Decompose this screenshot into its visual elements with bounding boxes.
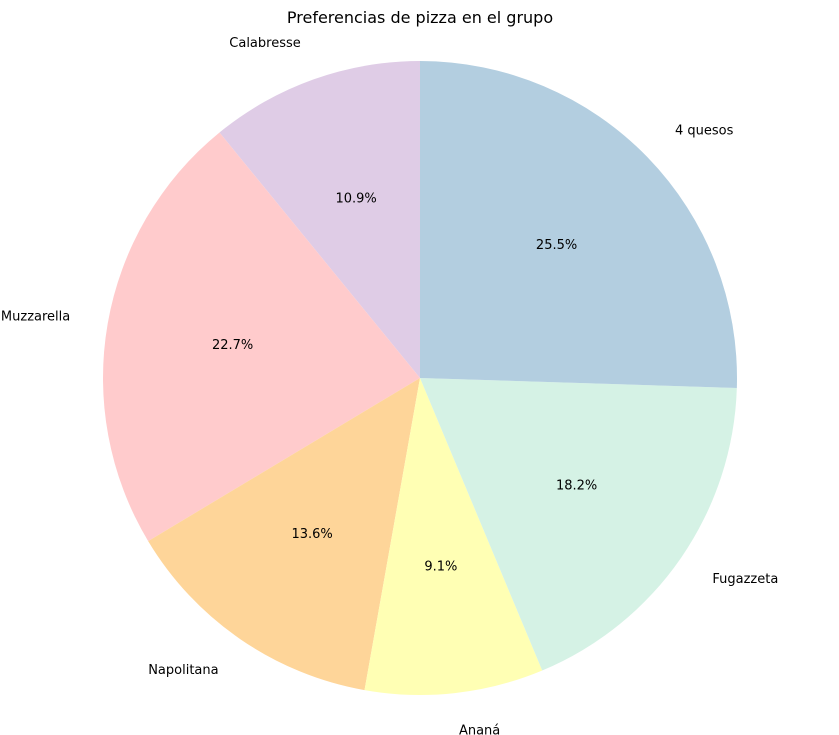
slice-label-calabresse: Calabresse [229, 36, 300, 51]
pie-slice-4-quesos [420, 61, 737, 388]
slice-percent-napolitana: 13.6% [291, 527, 332, 542]
pie-slices [102, 61, 737, 696]
slice-percent-muzzarella: 22.7% [212, 338, 253, 353]
pie-labels: Calabresse 10.9% Muzzarella 22.7% Napolitana… [1, 36, 778, 735]
slice-percent-anana: 9.1% [424, 560, 457, 575]
pie-slice-fugazzeta [420, 378, 737, 671]
pie-slice-napolitana [148, 378, 420, 691]
pie-slice-anana [364, 378, 543, 696]
slice-label-fugazzeta: Fugazzeta [712, 572, 778, 587]
pie-slice-muzzarella [102, 132, 421, 542]
slice-label-anana: Ananá [459, 723, 500, 735]
slice-percent-calabresse: 10.9% [335, 191, 376, 206]
slice-label-napolitana: Napolitana [148, 663, 218, 678]
slice-percent-4-quesos: 25.5% [536, 238, 577, 253]
slice-label-muzzarella: Muzzarella [1, 309, 70, 324]
pie-slice-calabresse [219, 61, 420, 378]
slice-percent-fugazzeta: 18.2% [556, 478, 597, 493]
slice-label-4-quesos: 4 quesos [675, 123, 734, 138]
chart-title: Preferencias de pizza en el grupo [287, 8, 553, 27]
